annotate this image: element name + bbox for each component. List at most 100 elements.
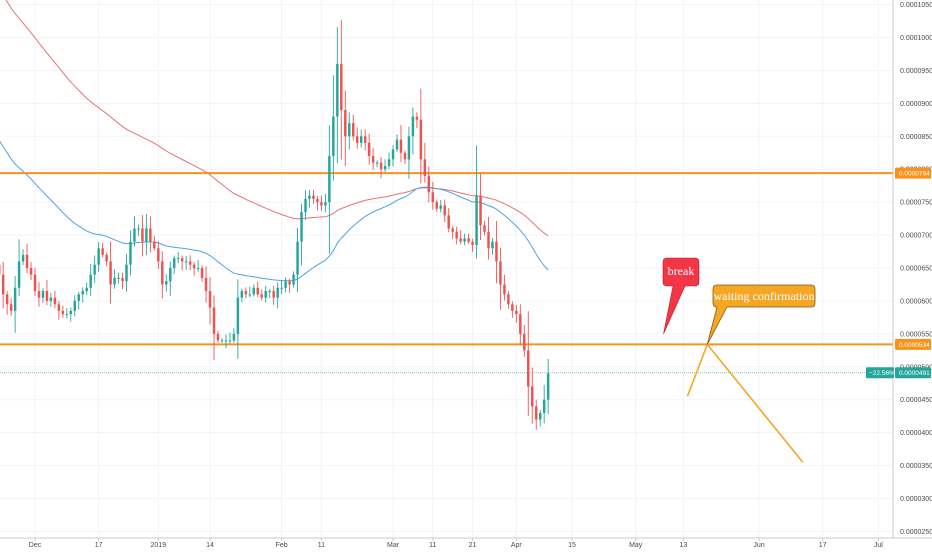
- candle-body: [535, 406, 537, 419]
- time-tick-label: 11: [429, 542, 436, 549]
- candle-body: [221, 340, 223, 341]
- candle-body: [511, 304, 513, 311]
- candle-body: [352, 123, 354, 136]
- break-callout-label: break: [668, 264, 695, 278]
- time-tick-label: 15: [568, 542, 576, 549]
- price-tick-label: 0.0000750: [900, 200, 932, 207]
- candle-body: [447, 215, 449, 228]
- candle-body: [507, 294, 509, 304]
- candle-body: [300, 212, 302, 242]
- candle-body: [296, 242, 298, 275]
- candle-body: [257, 288, 259, 295]
- candle-body: [133, 229, 135, 242]
- candle-body: [50, 298, 52, 301]
- candle-body: [424, 159, 426, 175]
- price-tick-label: 0.0001000: [900, 35, 932, 42]
- candle-body: [149, 229, 151, 242]
- candle-body: [280, 288, 282, 289]
- waiting-callout-label: waiting confirmation: [714, 289, 815, 303]
- time-tick-label: 2019: [151, 542, 167, 549]
- candle-body: [261, 294, 263, 297]
- candle-body: [515, 311, 517, 314]
- candle-body: [376, 163, 378, 164]
- candle-body: [380, 163, 382, 170]
- price-tick-label: 0.0000450: [900, 397, 932, 404]
- candle-body: [523, 334, 525, 350]
- candle-body: [157, 248, 159, 261]
- candle-body: [539, 413, 541, 420]
- candle-body: [70, 311, 72, 314]
- candle-body: [193, 265, 195, 268]
- candle-body: [14, 288, 16, 311]
- candle-body: [471, 242, 473, 245]
- candle-body: [125, 265, 127, 281]
- candle-body: [416, 117, 418, 120]
- time-tick-label: 21: [469, 542, 477, 549]
- candle-body: [2, 275, 4, 295]
- candle-body: [145, 229, 147, 242]
- price-tick-label: 0.0000400: [900, 430, 932, 437]
- price-tick-label: 0.0000900: [900, 101, 932, 108]
- candle-body: [324, 202, 326, 205]
- candle-body: [93, 265, 95, 275]
- candle-body: [308, 196, 310, 199]
- candle-body: [129, 242, 131, 265]
- price-tick-label: 0.0000650: [900, 266, 932, 273]
- candle-body: [229, 340, 231, 341]
- time-tick-label: Jun: [753, 542, 764, 549]
- candle-body: [26, 255, 28, 268]
- candle-body: [400, 140, 402, 153]
- candle-body: [78, 294, 80, 301]
- change-percent-label: −22.56%: [869, 370, 895, 377]
- candle-body: [213, 308, 215, 334]
- candle-body: [217, 334, 219, 341]
- candle-body: [396, 140, 398, 150]
- candle-body: [113, 278, 115, 285]
- time-tick-label: 17: [95, 542, 103, 549]
- candle-body: [503, 284, 505, 294]
- candle-body: [463, 238, 465, 241]
- candle-body: [459, 238, 461, 241]
- candle-body: [455, 232, 457, 239]
- candle-body: [197, 268, 199, 269]
- candle-body: [368, 143, 370, 156]
- candle-body: [432, 192, 434, 202]
- candle-body: [34, 275, 36, 291]
- candle-body: [388, 159, 390, 166]
- candle-body: [101, 248, 103, 255]
- price-tick-label: 0.0000950: [900, 68, 932, 75]
- candle-body: [467, 238, 469, 241]
- candle-body: [384, 166, 386, 169]
- candle-body: [392, 149, 394, 159]
- candle-body: [336, 64, 338, 117]
- candle-body: [245, 291, 247, 294]
- candle-body: [173, 258, 175, 268]
- candle-body: [109, 261, 111, 284]
- candle-body: [6, 294, 8, 304]
- time-tick-label: Mar: [387, 542, 400, 549]
- candle-body: [169, 268, 171, 281]
- candle-body: [304, 199, 306, 212]
- candle-body: [320, 202, 322, 205]
- candle-body: [312, 196, 314, 199]
- candle-body: [241, 291, 243, 298]
- candle-body: [22, 255, 24, 262]
- candle-body: [264, 291, 266, 298]
- candle-body: [360, 136, 362, 143]
- candle-body: [444, 205, 446, 215]
- current-price-label: 0.0000491: [899, 370, 930, 377]
- candle-body: [201, 268, 203, 278]
- price-tick-label: 0.0000250: [900, 529, 932, 536]
- candle-body: [483, 225, 485, 232]
- candle-body: [46, 291, 48, 301]
- candle-body: [340, 64, 342, 110]
- candle-body: [328, 156, 330, 202]
- candle-body: [292, 275, 294, 285]
- candle-body: [54, 298, 56, 305]
- time-tick-label: Dec: [29, 542, 42, 549]
- candle-body: [284, 281, 286, 288]
- candle-body: [253, 288, 255, 295]
- candle-body: [519, 314, 521, 334]
